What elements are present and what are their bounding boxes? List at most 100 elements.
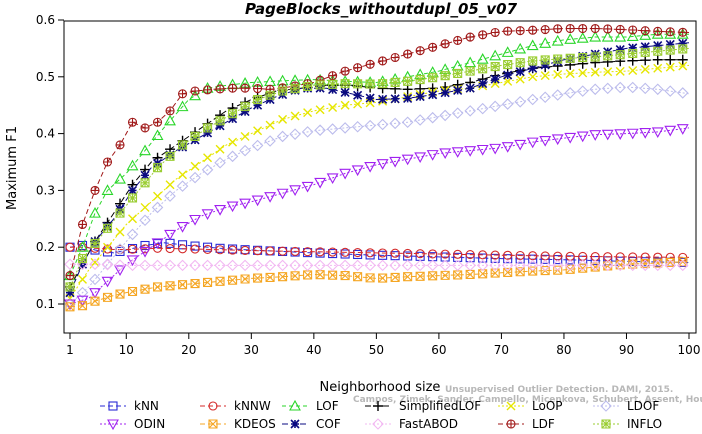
data-point-lof [664, 28, 677, 39]
data-point-cof [490, 74, 500, 84]
data-point-ldf [440, 39, 450, 49]
data-point-cof [228, 114, 238, 124]
data-point-kdeos [365, 273, 375, 283]
data-point-ldf [365, 59, 375, 69]
data-point-ldof [339, 122, 351, 134]
data-point-loop [640, 64, 650, 74]
data-point-fastabod [364, 259, 376, 272]
axes: 1 10 20 30 40 50 60 70 80 90 100 0.1 0.2 0.3 0.4 0.5 0.6 [36, 13, 701, 357]
data-point-cof [215, 121, 225, 131]
data-point-fastabod [189, 259, 201, 272]
data-point-loop [290, 111, 300, 121]
data-point-ldf [165, 106, 175, 116]
data-point-lof [114, 172, 126, 184]
data-point-inflo [315, 80, 325, 90]
data-point-inflo [478, 64, 488, 74]
data-point-odin [89, 288, 101, 299]
data-point-fastabod [426, 259, 439, 272]
legend-item-loop: LoOP [498, 399, 563, 413]
legend-label-fastabod: FastABOD [399, 417, 458, 431]
data-point-lof [576, 32, 589, 43]
data-point-knnw [478, 250, 488, 260]
data-point-fastabod [126, 259, 139, 272]
data-point-lof [176, 100, 189, 112]
data-point-knnw [165, 244, 175, 254]
data-point-fastabod [164, 259, 176, 272]
data-point-fastabod [389, 259, 401, 272]
legend-marker-cof [290, 419, 300, 429]
data-point-cof [628, 43, 638, 53]
data-point-odin [589, 130, 602, 141]
data-point-knnw [440, 249, 450, 259]
data-point-fastabod [326, 259, 339, 272]
data-point-fastabod [514, 259, 526, 272]
data-point-inflo [603, 51, 613, 61]
legend-item-simplifiedlof: SimplifiedLOF [365, 399, 481, 413]
data-point-ldf [453, 35, 463, 45]
data-point-fastabod [551, 259, 564, 272]
data-point-ldof [626, 81, 639, 94]
data-point-fastabod [101, 258, 114, 271]
data-point-ldf [553, 24, 563, 34]
data-point-loop [115, 227, 125, 237]
legend-item-knnw: kNNW [200, 399, 271, 413]
data-point-lof [626, 30, 639, 42]
data-point-lof [601, 30, 614, 42]
data-point-kdeos [290, 271, 300, 281]
data-point-ldof [651, 83, 664, 96]
x-tick-label: 60 [431, 343, 446, 357]
data-point-ldof [601, 82, 614, 95]
data-point-ldof [239, 144, 251, 157]
data-point-loop [653, 63, 663, 73]
data-point-ldof [189, 171, 201, 184]
data-point-kdeos [378, 273, 388, 283]
data-point-knn [528, 254, 538, 264]
data-point-odin [376, 159, 389, 170]
series-line-knn [69, 242, 690, 263]
data-point-cof [140, 170, 150, 180]
data-point-knnw [240, 245, 250, 255]
data-point-fastabod [626, 259, 639, 272]
data-point-loop [515, 74, 525, 84]
data-point-odin [326, 173, 339, 185]
data-point-cof [503, 70, 513, 80]
data-point-kdeos [90, 296, 100, 306]
data-point-ldof [401, 116, 414, 129]
legend-item-knn: kNN [100, 399, 159, 413]
data-point-ldof [326, 123, 339, 135]
data-point-knnw [328, 247, 338, 257]
data-point-odin [651, 127, 664, 139]
chart-title: PageBlocks_withoutdupl_05_v07 [245, 0, 518, 18]
data-point-fastabod [376, 259, 389, 272]
data-point-ldof [314, 124, 326, 136]
data-point-fastabod [664, 259, 677, 272]
y-tick-label: 0.4 [36, 127, 55, 141]
data-point-odin [364, 161, 377, 173]
x-tick-label: 30 [244, 343, 259, 357]
data-point-knn [190, 241, 200, 251]
data-point-fastabod [676, 259, 689, 272]
data-point-odin [451, 147, 464, 158]
data-point-ldf [578, 23, 588, 34]
data-point-ldf [478, 30, 488, 40]
data-point-ldf [253, 83, 263, 94]
data-point-fastabod [276, 259, 289, 272]
data-point-loop [103, 242, 113, 252]
data-point-cof [353, 90, 363, 100]
data-point-knnw [378, 248, 388, 258]
legend-label-lof: LOF [316, 399, 339, 413]
data-point-ldf [415, 46, 425, 56]
data-point-loop [190, 161, 200, 171]
data-point-ldf [653, 26, 663, 36]
watermark-line-1: Unsupervised Outlier Detection. DAMI, 20… [445, 385, 673, 395]
data-point-knnw [290, 246, 300, 256]
data-point-cof [240, 107, 250, 117]
data-point-inflo [152, 163, 163, 173]
data-point-fastabod [414, 259, 426, 272]
data-point-ldf [177, 89, 188, 99]
data-point-ldof [526, 93, 539, 106]
data-point-inflo [203, 123, 213, 133]
data-point-odin [76, 295, 89, 307]
legend-label-kdeos: KDEOS [234, 417, 276, 431]
